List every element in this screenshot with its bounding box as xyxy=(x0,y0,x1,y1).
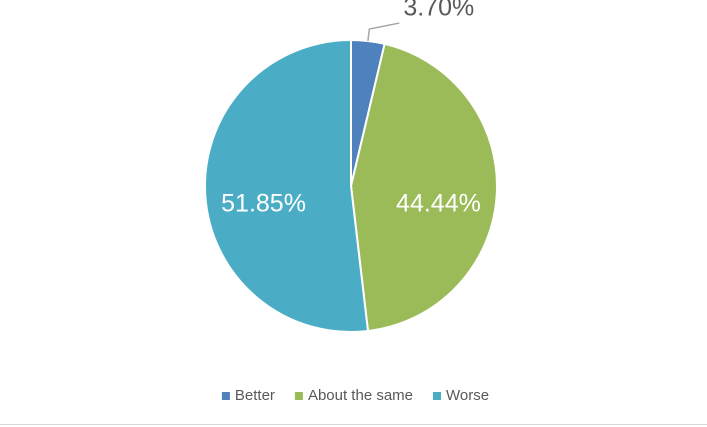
legend-item: Better xyxy=(221,387,275,404)
pie-slice xyxy=(349,42,498,333)
pie-slice xyxy=(204,38,370,333)
legend-label: About the same xyxy=(308,387,413,404)
legend: Better About the same Worse xyxy=(221,387,489,404)
legend-label: Worse xyxy=(446,387,489,404)
legend-swatch xyxy=(433,392,442,400)
legend-item: About the same xyxy=(294,387,413,404)
data-label: 44.44% xyxy=(396,190,481,218)
data-label: 51.85% xyxy=(221,190,306,218)
legend-label: Better xyxy=(235,387,275,404)
data-label: 3.70% xyxy=(403,0,474,22)
leader-line xyxy=(367,22,400,42)
legend-swatch xyxy=(294,392,303,400)
legend-item: Worse xyxy=(433,387,489,404)
legend-swatch xyxy=(221,392,230,400)
pie: 3.70% 44.44% 51.85% xyxy=(204,0,498,333)
